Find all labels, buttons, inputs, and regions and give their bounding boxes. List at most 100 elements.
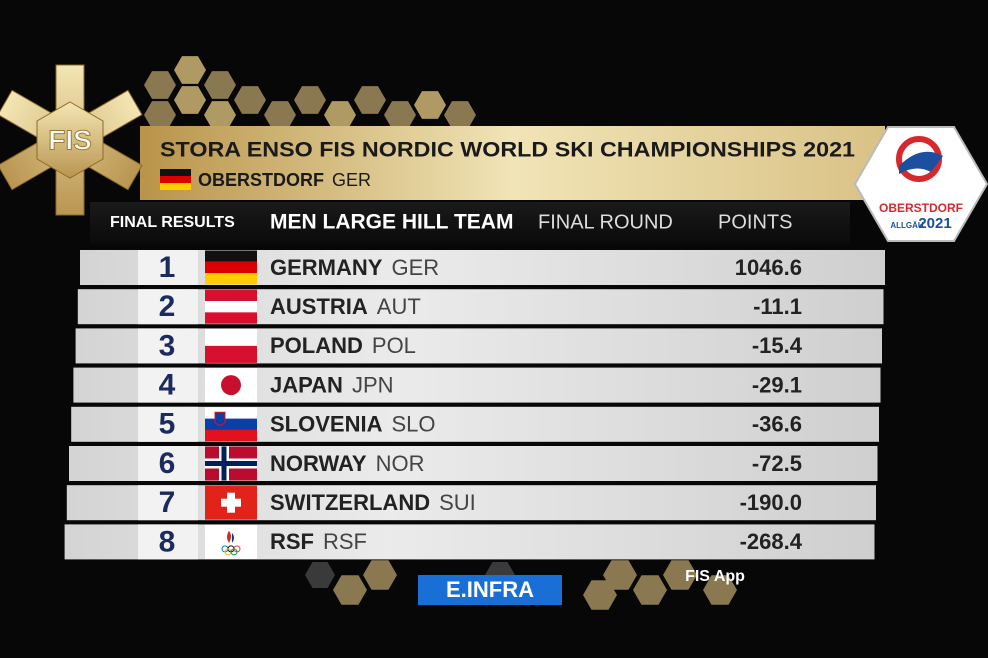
hex [633,575,667,605]
flag [205,250,257,285]
points: -11.1 [753,294,802,319]
flag-ring [230,548,238,556]
country-code: JPN [352,372,394,397]
hex [444,101,476,129]
country-name: RSF [270,529,314,554]
venue-logo-name: OBERSTDORF [879,201,963,215]
hex [144,101,176,129]
flag-stripe [205,301,257,313]
rank-cell [138,250,198,285]
country-code: SLO [391,412,435,437]
flag-stripe [205,407,257,419]
country-code: RSF [323,529,367,554]
country-code: NOR [376,451,425,476]
rank-cell [138,367,198,403]
hex [703,575,737,605]
points: -29.1 [752,372,802,397]
venue-logo: OBERSTDORF ALLGÄU 2021 [853,126,988,242]
location: OBERSTDORF [198,170,324,190]
rank-cell [138,328,198,364]
rank: 3 [159,329,176,362]
rank: 1 [159,251,176,284]
country-code: AUT [377,294,421,319]
result-row: 2 AUSTRIA AUT -11.1 [77,289,884,325]
results-header-bar [90,202,850,244]
result-row: 6 NORWAY NOR -72.5 [69,446,878,481]
flag-field [205,524,257,559]
rank-cell [138,485,198,521]
flag-stripe [205,312,257,324]
flag [205,485,257,520]
country-code: SUI [439,490,476,515]
rank: 5 [159,408,176,441]
country-name: GERMANY [270,255,383,280]
rank-cell [138,524,198,560]
hex-decoration [144,56,737,610]
country-name: AUSTRIA [270,294,368,319]
event-name: MEN LARGE HILL TEAM [270,211,513,234]
points: -36.6 [752,412,802,437]
result-row: 1 GERMANY GER 1046.6 [80,250,885,285]
flag-stripe [205,345,257,363]
flag [205,368,257,403]
flag-disc [221,375,241,396]
results-table: 1 GERMANY GER 1046.6 2 AUSTRIA AUT -11.1 3 POLAND… [64,250,885,560]
fis-logo-text: FIS [48,124,92,155]
flag [205,446,257,481]
rank: 8 [159,525,176,558]
flag-cross [205,461,257,466]
venue-logo-year: 2021 [918,215,951,232]
rank-cell [138,289,198,325]
location-code: GER [332,170,371,190]
flag [205,289,257,324]
rank: 7 [159,486,176,519]
hex [354,86,386,114]
country-name: SWITZERLAND [270,490,430,515]
flag-stripe [205,250,257,262]
hex [174,86,206,114]
flag-stripe [205,273,257,285]
rank: 6 [159,447,176,480]
row-bar [64,524,875,560]
round-name: FINAL ROUND [538,211,673,233]
hex [583,580,617,610]
row-bar [69,446,878,481]
hex [234,86,266,114]
hex [414,91,446,119]
flag-cross [221,498,241,507]
hex [324,101,356,129]
hex [363,560,397,590]
country-name: JAPAN [270,372,343,397]
venue-logo-region: ALLGÄU [890,221,924,230]
points: -15.4 [752,333,803,358]
hex [333,575,367,605]
fis-logo: FIS [0,64,143,216]
points: -268.4 [740,529,803,554]
title: STORA ENSO FIS NORDIC WORLD SKI CHAMPION… [160,139,855,162]
country-code: GER [391,255,439,280]
hex [663,560,697,590]
location-flag [160,169,191,190]
flag [205,524,257,559]
points: -72.5 [752,451,802,476]
result-row: 8 RSF RSF -268.4 [64,524,875,560]
flag-stripe [205,289,257,302]
points: -190.0 [740,490,802,515]
sponsor-box [418,575,562,605]
hex [384,101,416,129]
rank-cell [138,406,198,442]
flag-stripe [205,261,257,274]
flag-coat [214,411,226,426]
flag-flame [232,532,234,543]
result-row: 5 SLOVENIA SLO -36.6 [71,406,879,442]
title-banner [140,126,885,200]
hex [204,101,236,129]
points-header: POINTS [718,211,792,233]
row-bar [66,485,877,521]
sponsor: E.INFRA [446,577,534,602]
country-name: SLOVENIA [270,412,383,437]
flag-flame [227,530,231,543]
result-row: 3 POLAND POL -15.4 [75,328,883,364]
fis-app: FIS App [685,568,745,585]
